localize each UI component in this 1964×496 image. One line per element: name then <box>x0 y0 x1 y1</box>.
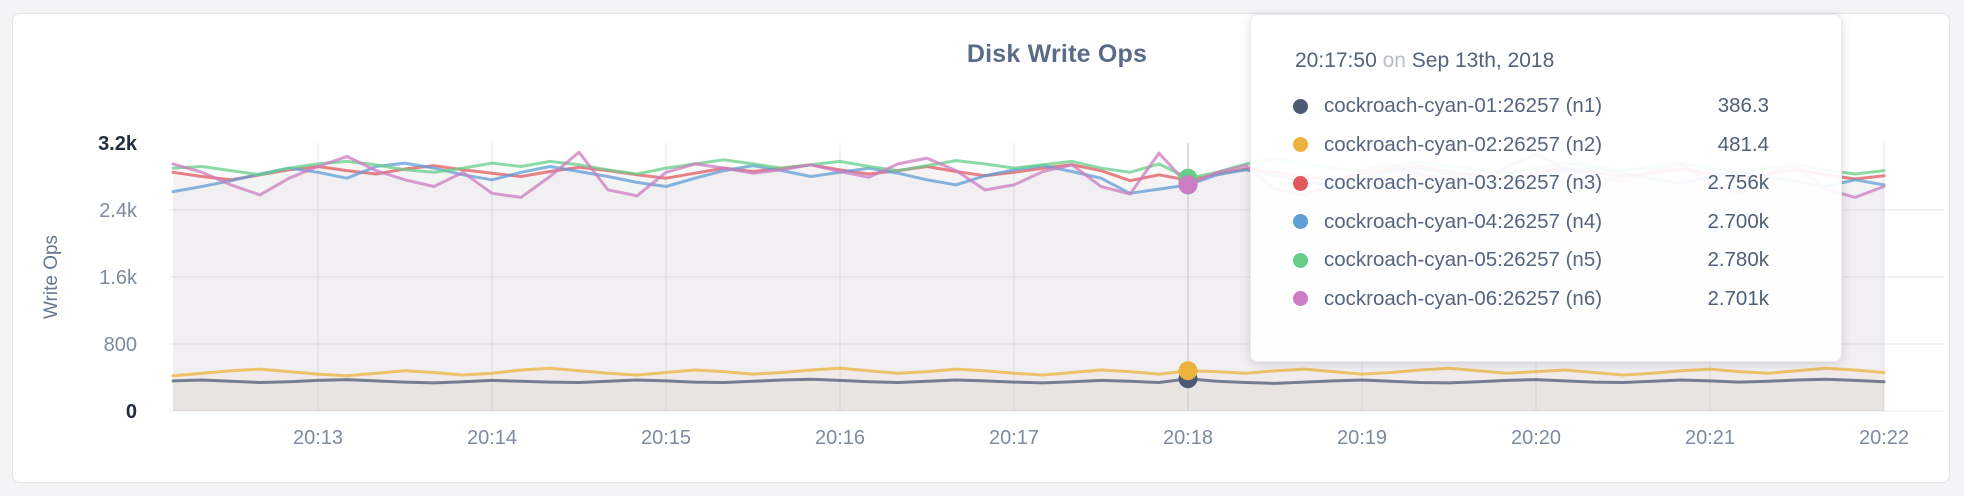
series-line <box>171 377 1886 385</box>
tooltip-series-row: cockroach-cyan-04:26257 (n4) 2.700k <box>1293 203 1769 242</box>
series-color-dot-icon <box>1293 291 1308 307</box>
series-value: 481.4 <box>1717 132 1769 156</box>
hover-point <box>1178 175 1198 195</box>
series-area <box>173 368 1884 411</box>
series-color-dot-icon <box>1293 252 1308 268</box>
series-label: cockroach-cyan-04:26257 (n4) <box>1324 209 1603 233</box>
hover-tooltip: 20:17:50 on Sep 13th, 2018 cockroach-cya… <box>1250 14 1842 362</box>
x-tick-label: 20:15 <box>641 427 691 449</box>
y-tick-label: 3.2k <box>98 133 138 155</box>
x-tick-label: 20:17 <box>989 427 1039 449</box>
series-area <box>173 378 1884 411</box>
series-line <box>171 366 1886 378</box>
x-tick-label: 20:19 <box>1337 427 1387 449</box>
series-label: cockroach-cyan-03:26257 (n3) <box>1324 171 1603 195</box>
series-label: cockroach-cyan-02:26257 (n2) <box>1324 132 1603 156</box>
tooltip-date: Sep 13th, 2018 <box>1411 49 1555 72</box>
series-label: cockroach-cyan-05:26257 (n5) <box>1324 248 1603 272</box>
tooltip-series-row: cockroach-cyan-01:26257 (n1) 386.3 <box>1293 87 1769 126</box>
series-value: 386.3 <box>1717 94 1769 118</box>
tooltip-series-row: cockroach-cyan-02:26257 (n2) 481.4 <box>1293 126 1769 165</box>
y-tick-label: 2.4k <box>99 200 138 222</box>
x-tick-label: 20:20 <box>1511 427 1561 449</box>
tooltip-series-row: cockroach-cyan-03:26257 (n3) 2.756k <box>1293 164 1769 203</box>
series-label: cockroach-cyan-01:26257 (n1) <box>1324 94 1603 118</box>
x-tick-label: 20:21 <box>1685 427 1735 449</box>
x-tick-label: 20:14 <box>467 427 517 449</box>
chart-title: Disk Write Ops <box>966 40 1148 68</box>
series-value: 2.700k <box>1707 209 1769 233</box>
tooltip-series-row: cockroach-cyan-05:26257 (n5) 2.780k <box>1293 241 1769 280</box>
y-tick-label: 1.6k <box>99 267 138 289</box>
series-color-dot-icon <box>1293 98 1308 114</box>
hover-point <box>1178 361 1198 381</box>
series-color-dot-icon <box>1293 137 1308 153</box>
series-label: cockroach-cyan-06:26257 (n6) <box>1324 286 1603 310</box>
y-axis-title: Write Ops <box>41 235 62 319</box>
series-color-dot-icon <box>1293 214 1308 230</box>
x-tick-label: 20:18 <box>1163 427 1213 449</box>
tooltip-series-row: cockroach-cyan-06:26257 (n6) 2.701k <box>1293 280 1769 319</box>
x-tick-label: 20:16 <box>815 427 865 449</box>
tooltip-time: 20:17:50 <box>1295 49 1377 72</box>
series-value: 2.701k <box>1707 286 1769 310</box>
series-value: 2.780k <box>1707 248 1769 272</box>
series-color-dot-icon <box>1293 175 1308 191</box>
x-tick-label: 20:13 <box>293 427 343 449</box>
series-value: 2.756k <box>1707 171 1769 195</box>
tooltip-header: 20:17:50 on Sep 13th, 2018 <box>1293 49 1769 73</box>
y-tick-label: 800 <box>104 334 137 356</box>
x-tick-label: 20:22 <box>1859 427 1909 449</box>
tooltip-conjunction: on <box>1382 49 1406 72</box>
y-tick-label: 0 <box>126 401 137 423</box>
